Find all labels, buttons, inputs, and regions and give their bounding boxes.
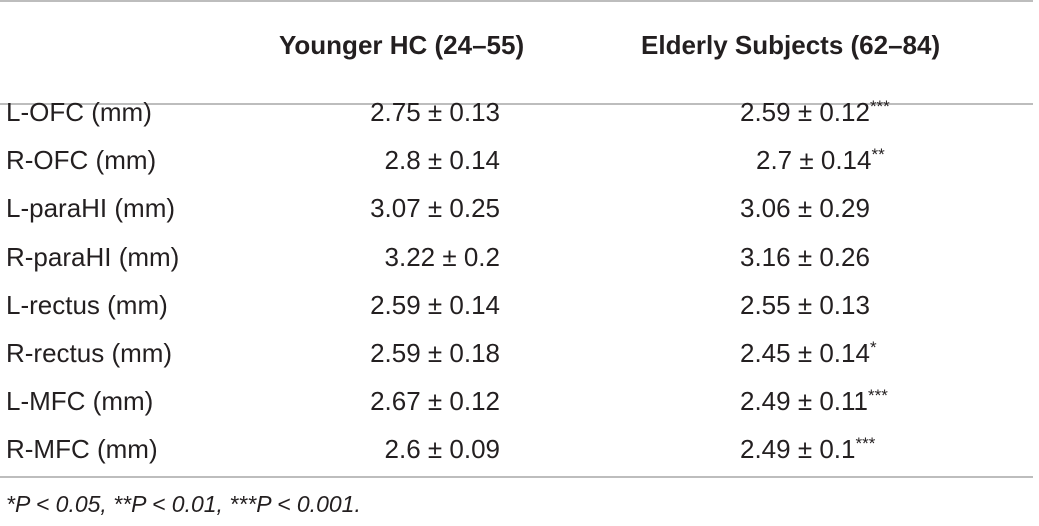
significance-marker: * [869, 338, 877, 357]
younger-value: 2.75 ± 0.13 [370, 97, 500, 127]
elderly-value: 2.49 ± 0.11 [740, 386, 868, 417]
significance-marker: *** [855, 434, 876, 454]
elderly-cell: 2.59 ± 0.12*** [740, 95, 1039, 129]
elderly-cell: 3.06 ± 0.29 [740, 191, 1039, 225]
elderly-cell: 3.16 ± 0.26 [740, 240, 1039, 274]
elderly-value: 2.55 ± 0.13 [740, 289, 870, 320]
row-label: L-OFC (mm) [6, 97, 152, 127]
row-label: L-MFC (mm) [6, 386, 154, 417]
significance-footnote: *P < 0.05, **P < 0.01, ***P < 0.001. [6, 491, 361, 517]
row-label: L-rectus (mm) [6, 289, 168, 320]
table-row: R-rectus (mm) 2.59 ± 0.18 2.45 ± 0.14* [0, 336, 1033, 384]
younger-value: 2.59 ± 0.18 [370, 338, 500, 368]
elderly-value: 2.7 ± 0.14 [756, 145, 872, 176]
younger-value: 3.07 ± 0.25 [370, 193, 500, 224]
table-row: L-MFC (mm) 2.67 ± 0.12 2.49 ± 0.11*** [0, 384, 1033, 432]
significance-marker: *** [868, 386, 888, 406]
elderly-cell: 2.45 ± 0.14* [740, 336, 1039, 370]
elderly-value: 2.59 ± 0.12 [740, 97, 870, 127]
table-row: R-OFC (mm) 2.8 ± 0.14 2.7 ± 0.14** [0, 143, 1033, 191]
row-label: R-rectus (mm) [6, 338, 173, 368]
significance-marker: *** [869, 97, 890, 116]
row-label: L-paraHI (mm) [6, 193, 176, 224]
header-younger-hc: Younger HC (24–55) [279, 30, 525, 60]
elderly-cell: 2.49 ± 0.11*** [740, 384, 1039, 418]
younger-value: 2.67 ± 0.12 [370, 386, 500, 417]
table-row: L-rectus (mm) 2.59 ± 0.14 2.55 ± 0.13 [0, 288, 1033, 336]
younger-value: 2.59 ± 0.14 [370, 289, 500, 320]
row-label: R-paraHI (mm) [6, 241, 180, 272]
elderly-value: 2.49 ± 0.1 [740, 434, 856, 465]
elderly-value: 3.16 ± 0.26 [740, 241, 870, 272]
elderly-value: 2.45 ± 0.14 [740, 338, 870, 368]
row-label: R-OFC (mm) [6, 145, 157, 176]
table-row: R-MFC (mm) 2.6 ± 0.09 2.49 ± 0.1*** [0, 432, 1033, 480]
elderly-cell: 2.49 ± 0.1*** [740, 432, 1039, 466]
elderly-cell: 2.55 ± 0.13 [740, 288, 1039, 322]
younger-value: 3.22 ± 0.2 [384, 241, 500, 272]
table-row: L-OFC (mm) 2.75 ± 0.13 2.59 ± 0.12*** [0, 95, 1033, 143]
header-elderly-subjects: Elderly Subjects (62–84) [641, 30, 941, 60]
row-label: R-MFC (mm) [6, 434, 158, 465]
table-row: L-paraHI (mm) 3.07 ± 0.25 3.06 ± 0.29 [0, 191, 1033, 239]
significance-marker: ** [871, 145, 885, 165]
table-row: R-paraHI (mm) 3.22 ± 0.2 3.16 ± 0.26 [0, 240, 1033, 288]
younger-value: 2.8 ± 0.14 [384, 145, 500, 176]
table-top-rule [0, 0, 1033, 2]
younger-value: 2.6 ± 0.09 [384, 434, 500, 465]
header-rule [0, 103, 1033, 105]
footer-rule [0, 476, 1033, 478]
elderly-value: 3.06 ± 0.29 [740, 193, 870, 224]
elderly-cell: 2.7 ± 0.14** [756, 143, 1039, 177]
